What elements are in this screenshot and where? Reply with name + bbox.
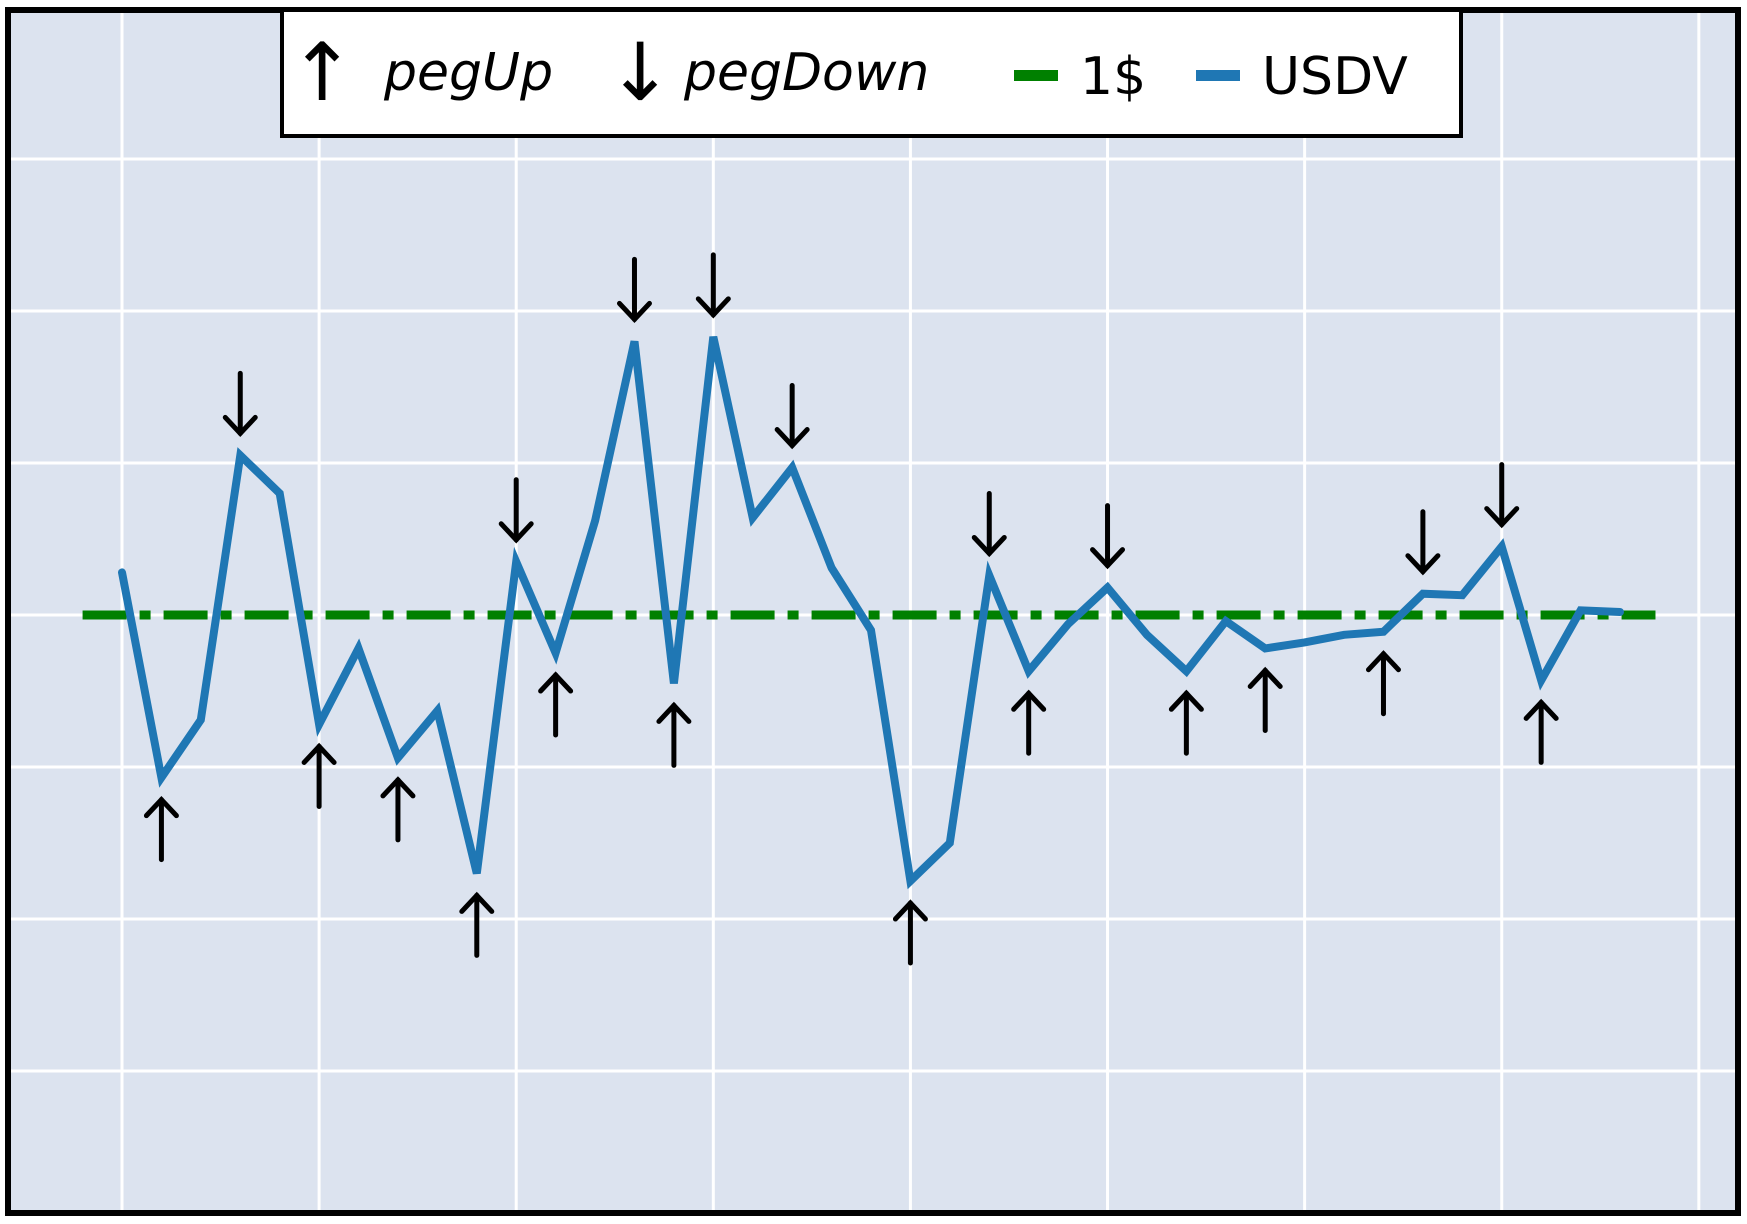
legend-pegup-label: pegUp <box>383 43 553 103</box>
peg-up-arrow <box>1168 689 1204 756</box>
peg-up-arrow <box>459 891 495 958</box>
legend-pegup-symbol: ↑ <box>288 26 355 119</box>
peg-down-arrow <box>774 383 810 450</box>
legend-pegdown-symbol: ↓ <box>606 26 673 119</box>
legend-onedollar-swatch <box>1014 70 1058 81</box>
peg-up-arrow <box>1011 689 1047 756</box>
peg-arrows-group <box>143 252 1559 966</box>
legend-usdv-swatch <box>1196 70 1240 81</box>
peg-up-arrow <box>301 742 337 809</box>
peg-down-arrow <box>1405 509 1441 576</box>
legend-pegdown-label: pegDown <box>683 43 929 103</box>
legend-box <box>280 8 1463 138</box>
peg-down-arrow <box>1484 462 1520 529</box>
legend: ↑ pegUp ↓ pegDown 1$ USDV <box>280 8 1463 138</box>
peg-up-arrow <box>143 795 179 863</box>
peg-up-arrow <box>1523 698 1559 765</box>
peg-up-arrow <box>1365 650 1401 717</box>
legend-usdv-label: USDV <box>1262 47 1408 107</box>
peg-down-arrow <box>498 477 534 544</box>
peg-down-arrow <box>971 490 1007 558</box>
peg-down-arrow <box>222 370 258 438</box>
peg-up-arrow <box>538 671 574 738</box>
legend-onedollar-label: 1$ <box>1080 47 1146 107</box>
peg-up-arrow <box>892 899 928 966</box>
peg-down-arrow <box>616 256 652 324</box>
peg-up-arrow <box>656 701 692 768</box>
grid-lines <box>8 10 1738 1213</box>
peg-down-arrow <box>1090 503 1126 570</box>
peg-up-arrow <box>1247 666 1283 733</box>
peg-up-arrow <box>380 776 416 843</box>
series-group <box>118 335 1624 890</box>
series-usdv-line <box>118 335 1624 890</box>
peg-down-arrow <box>695 252 731 319</box>
